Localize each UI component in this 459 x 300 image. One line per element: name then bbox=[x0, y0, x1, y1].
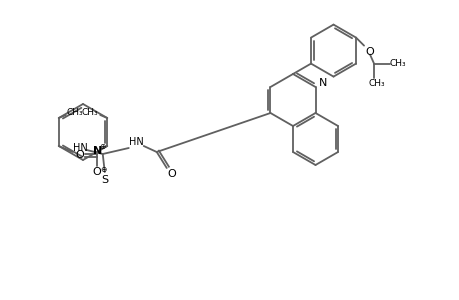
Text: CH₃: CH₃ bbox=[82, 107, 98, 116]
Text: CH₃: CH₃ bbox=[389, 59, 405, 68]
Text: O: O bbox=[93, 167, 101, 177]
Text: ⊕: ⊕ bbox=[99, 142, 105, 151]
Text: HN: HN bbox=[73, 143, 88, 153]
Text: O: O bbox=[167, 169, 176, 179]
Text: O: O bbox=[76, 150, 84, 160]
Text: CH₃: CH₃ bbox=[368, 79, 385, 88]
Text: N: N bbox=[92, 146, 101, 156]
Text: CH₃: CH₃ bbox=[66, 107, 83, 116]
Text: S: S bbox=[101, 175, 108, 185]
Text: N: N bbox=[319, 78, 327, 88]
Text: ⊖: ⊖ bbox=[100, 164, 106, 173]
Text: HN: HN bbox=[129, 137, 144, 147]
Text: O: O bbox=[365, 46, 374, 57]
